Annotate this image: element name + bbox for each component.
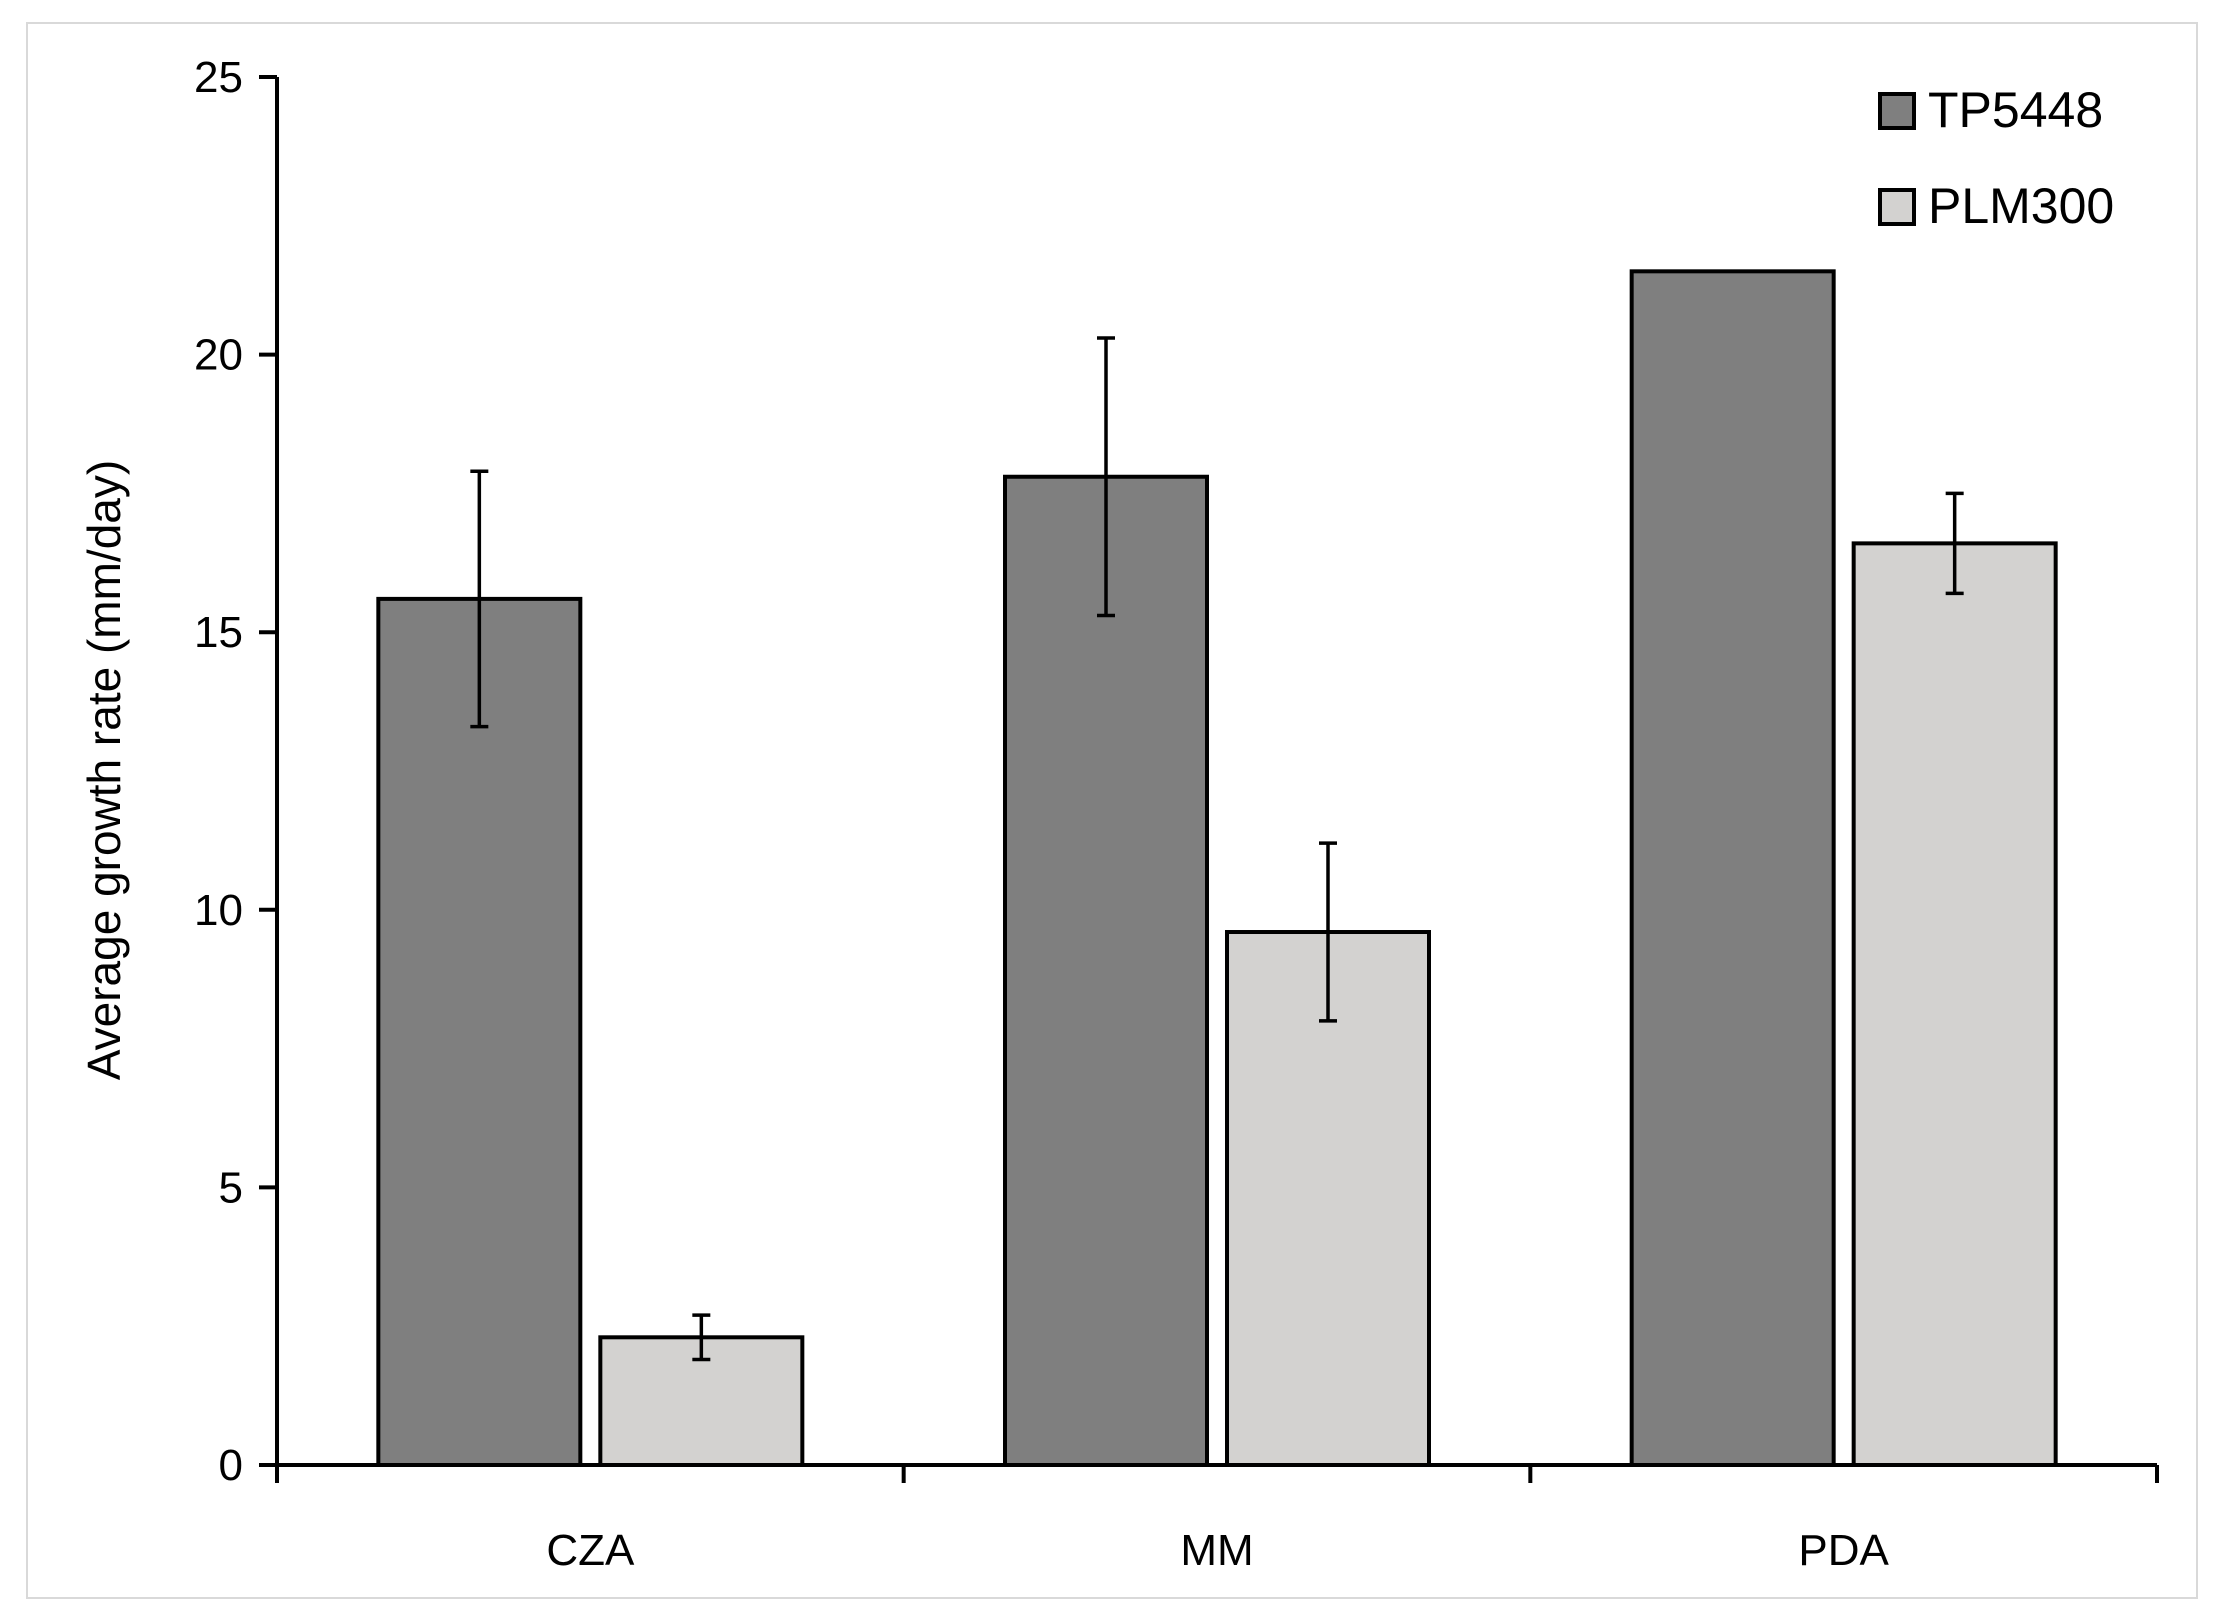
error-bars [470, 336, 1964, 1362]
y-tick-label: 0 [219, 1441, 243, 1490]
x-tick-label: PDA [1798, 1526, 1889, 1575]
bar-PLM300-PDA [1851, 541, 2058, 1467]
bar-TP5448-PDA [1629, 269, 1836, 1468]
bar-TP5448-CZA [376, 596, 583, 1467]
y-tick-label: 10 [194, 886, 243, 935]
legend: TP5448 PLM300 [1878, 82, 2114, 234]
bars [376, 269, 2058, 1468]
bar-TP5448-MM [1003, 474, 1209, 1467]
x-tick-label: CZA [546, 1526, 635, 1575]
legend-swatch-PLM300 [1878, 188, 1916, 226]
legend-label-TP5448: TP5448 [1928, 82, 2103, 138]
y-axis-title: Average growth rate (mm/day) [78, 460, 130, 1080]
legend-swatch-TP5448 [1878, 92, 1916, 130]
y-tick-label: 5 [219, 1163, 243, 1212]
x-axis: CZA MM PDA [275, 1463, 2159, 1575]
y-tick-label: 15 [194, 608, 243, 657]
y-axis: 0 5 10 15 20 25 [194, 53, 279, 1490]
legend-label-PLM300: PLM300 [1928, 178, 2114, 234]
y-tick-label: 20 [194, 331, 243, 380]
y-tick-label: 25 [194, 53, 243, 102]
x-tick-label: MM [1180, 1526, 1253, 1575]
